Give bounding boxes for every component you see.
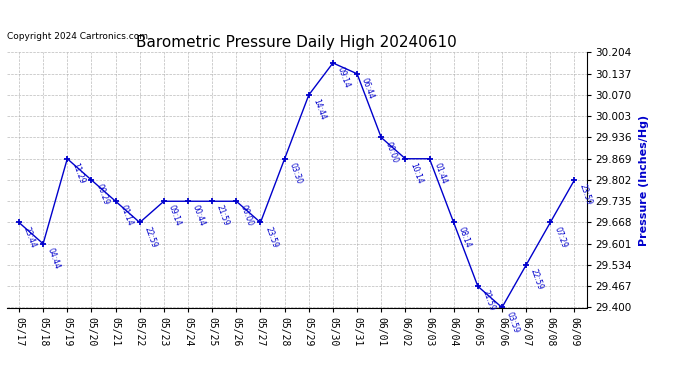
Text: 14:44: 14:44 — [312, 98, 328, 122]
Text: 03:30: 03:30 — [288, 162, 304, 185]
Text: 10:14: 10:14 — [408, 162, 424, 185]
Text: 00:44: 00:44 — [191, 204, 207, 228]
Text: 07:29: 07:29 — [553, 225, 569, 249]
Text: 21:59: 21:59 — [215, 204, 231, 228]
Text: 06:44: 06:44 — [360, 76, 376, 100]
Title: Barometric Pressure Daily High 20240610: Barometric Pressure Daily High 20240610 — [137, 35, 457, 50]
Text: Copyright 2024 Cartronics.com: Copyright 2024 Cartronics.com — [7, 32, 148, 41]
Text: 00:00: 00:00 — [239, 204, 255, 228]
Text: 04:44: 04:44 — [46, 246, 62, 270]
Y-axis label: Pressure (Inches/Hg): Pressure (Inches/Hg) — [639, 114, 649, 246]
Text: 23:59: 23:59 — [264, 225, 279, 249]
Text: 03:59: 03:59 — [505, 310, 521, 334]
Text: 22:59: 22:59 — [143, 225, 159, 249]
Text: 00:00: 00:00 — [384, 140, 400, 164]
Text: 23:59: 23:59 — [578, 183, 593, 206]
Text: 11:29: 11:29 — [70, 162, 86, 185]
Text: 01:14: 01:14 — [119, 204, 135, 228]
Text: 22:59: 22:59 — [529, 268, 545, 291]
Text: 23:44: 23:44 — [22, 225, 38, 249]
Text: 09:14: 09:14 — [167, 204, 183, 228]
Text: 00:29: 00:29 — [95, 183, 110, 206]
Text: 09:14: 09:14 — [336, 66, 352, 89]
Text: 08:14: 08:14 — [457, 225, 473, 249]
Text: 01:44: 01:44 — [433, 162, 448, 185]
Text: 21:59: 21:59 — [481, 289, 497, 312]
